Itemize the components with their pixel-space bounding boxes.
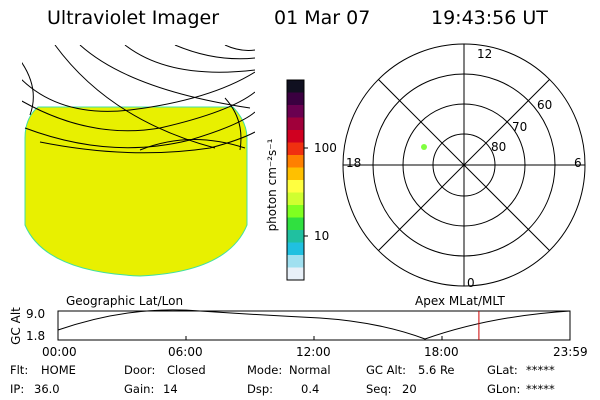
colorbar-segment [287, 130, 304, 143]
gcalt-label: GC Alt: [366, 363, 407, 377]
alt-xtick-2359: 23:59 [553, 345, 588, 359]
alt-xtick-0000: 00:00 [42, 345, 77, 359]
colorbar-segment [287, 142, 304, 156]
flt-value: HOME [41, 363, 76, 377]
gcalt-value: 5.6 Re [418, 363, 455, 377]
polar-line-diag-2 [378, 79, 550, 251]
uv-image-fill [24, 106, 248, 277]
dsp-value: 0.4 [301, 382, 320, 396]
glat-label: GLat: [487, 363, 518, 377]
seq-value: 20 [402, 382, 417, 396]
alt-ytick-9: 9.0 [26, 307, 46, 321]
gain-value: 14 [163, 382, 178, 396]
colorbar [287, 80, 304, 281]
time-label: 19:43:56 UT [431, 7, 548, 29]
colorbar-label-100: 100 [314, 141, 337, 155]
polar-hour-12: 12 [477, 47, 493, 61]
polar-hour-18: 18 [346, 156, 362, 170]
geographic-image [22, 45, 255, 277]
polar-lat-80: 80 [491, 140, 507, 154]
colorbar-unit: photon cm⁻²s⁻¹ [265, 138, 279, 232]
colorbar-frame [286, 79, 305, 281]
colorbar-segment [287, 92, 304, 106]
alt-xtick-0600: 06:00 [168, 345, 203, 359]
colorbar-segment [287, 105, 304, 118]
colorbar-segment [287, 80, 304, 93]
glat-value: ***** [526, 363, 555, 377]
date-label: 01 Mar 07 [274, 7, 371, 29]
polar-hour-0: 0 [467, 276, 475, 290]
ip-value: 36.0 [34, 382, 60, 396]
colorbar-label-10: 10 [314, 229, 330, 243]
geo-caption: Geographic Lat/Lon [66, 294, 184, 308]
geo-grid-lines [22, 45, 255, 154]
alt-xtick-1800: 18:00 [424, 345, 459, 359]
mode-value: Normal [289, 363, 331, 377]
instrument-title: Ultraviolet Imager [47, 7, 220, 29]
door-value: Closed [167, 363, 206, 377]
colorbar-segment [287, 242, 304, 256]
colorbar-segment [287, 167, 304, 181]
alt-plot-ticks [185, 336, 443, 340]
colorbar-segment [287, 192, 304, 206]
colorbar-segment [287, 255, 304, 268]
polar-lat-70: 70 [512, 120, 528, 134]
mode-label: Mode: [247, 363, 283, 377]
spacecraft-marker [421, 144, 427, 150]
glon-value: ***** [526, 382, 555, 396]
mlat-caption: Apex MLat/MLT [415, 294, 505, 308]
dsp-label: Dsp: [247, 382, 274, 396]
polar-hour-6: 6 [574, 156, 582, 170]
polar-plot [342, 43, 586, 287]
door-label: Door: [124, 363, 156, 377]
colorbar-segment [287, 230, 304, 243]
colorbar-segment [287, 180, 304, 193]
colorbar-segment [287, 117, 304, 131]
colorbar-segment [287, 155, 304, 168]
colorbar-segment [287, 267, 304, 281]
flt-label: Flt: [10, 363, 29, 377]
colorbar-segment [287, 205, 304, 218]
seq-label: Seq: [366, 382, 392, 396]
alt-plot-frame [57, 310, 571, 341]
colorbar-segment [287, 217, 304, 231]
alt-xtick-1200: 12:00 [296, 345, 331, 359]
alt-ylabel: GC Alt [9, 307, 23, 345]
gain-label: Gain: [124, 382, 155, 396]
glon-label: GLon: [487, 382, 521, 396]
polar-lat-60: 60 [537, 98, 553, 112]
alt-curve [57, 309, 571, 340]
ip-label: IP: [10, 382, 25, 396]
alt-ytick-1-8: 1.8 [26, 329, 46, 343]
